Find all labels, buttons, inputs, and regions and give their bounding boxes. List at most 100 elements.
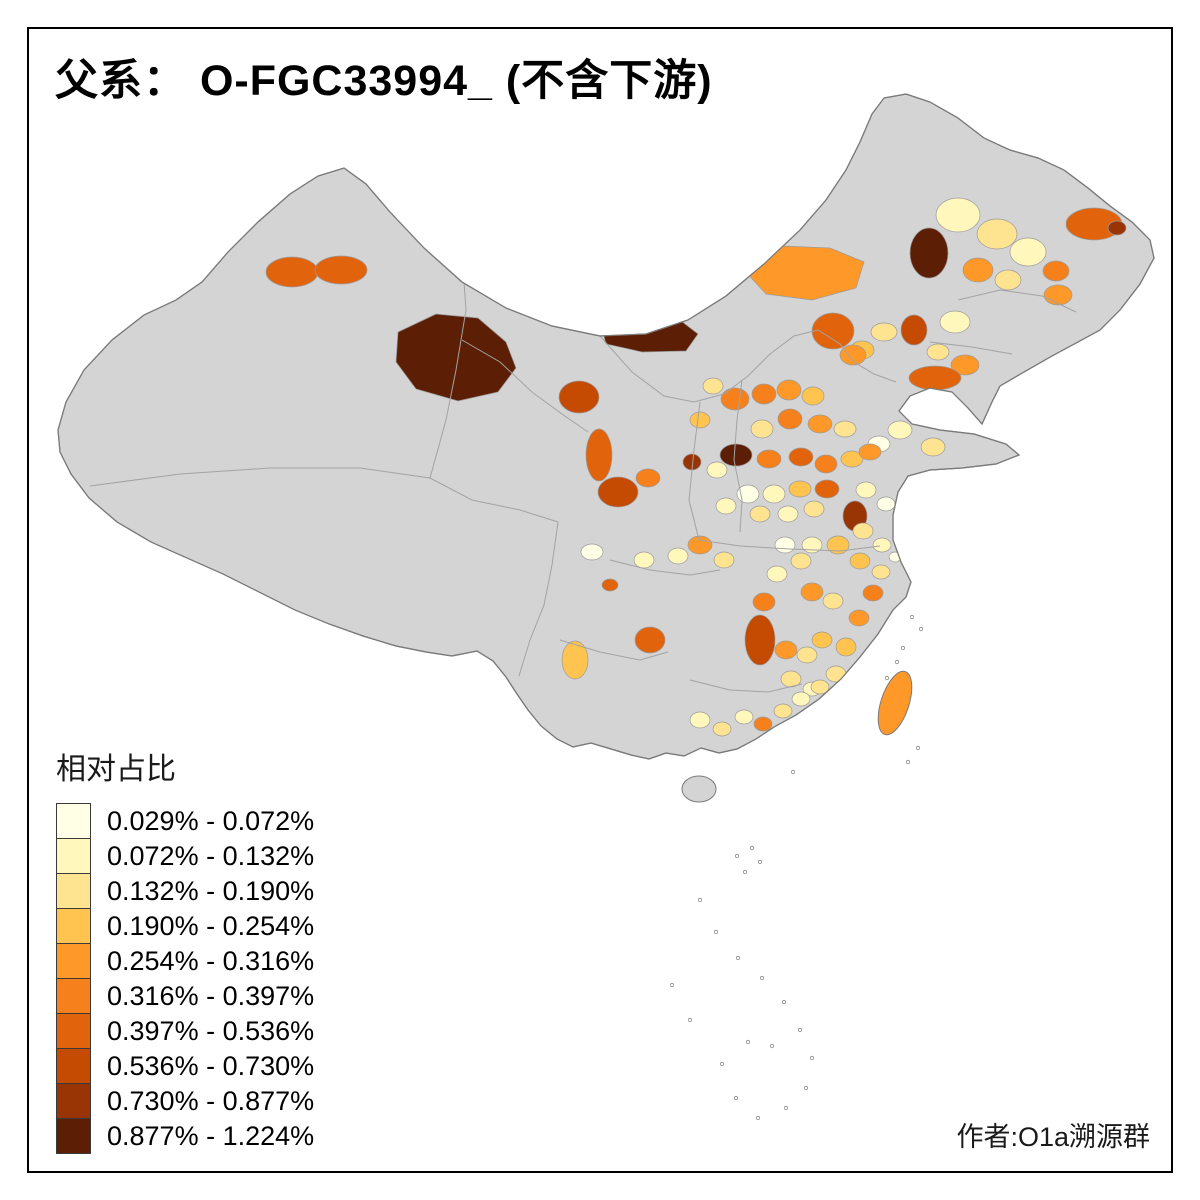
prefecture-region	[870, 322, 898, 342]
island-speck	[687, 1017, 693, 1023]
island-speck	[783, 1105, 789, 1111]
island-speck	[749, 845, 755, 851]
prefecture-region	[801, 536, 823, 554]
legend-item: 0.132% - 0.190%	[56, 873, 315, 909]
prefecture-region	[858, 443, 882, 461]
island-speck	[742, 869, 748, 875]
prefecture-region	[580, 543, 604, 561]
prefecture-region	[872, 537, 892, 553]
prefecture-region	[597, 476, 639, 508]
prefecture-region	[752, 592, 776, 612]
prefecture-region	[561, 640, 589, 680]
prefecture-region	[1009, 237, 1047, 267]
legend-item: 0.877% - 1.224%	[56, 1118, 315, 1154]
legend-label: 0.730% - 0.877%	[107, 1086, 315, 1116]
china-outline	[57, 93, 1155, 760]
legend-swatch	[56, 978, 91, 1014]
prefecture-region	[887, 420, 913, 440]
island-speck	[755, 1115, 761, 1121]
island-speck	[803, 1085, 809, 1091]
prefecture-region	[776, 379, 802, 401]
island-speck	[769, 1043, 775, 1049]
island-speck	[894, 659, 900, 665]
island-speck	[918, 626, 924, 632]
prefecture-region	[1107, 220, 1127, 236]
island-layer	[669, 614, 924, 1121]
island-speck	[905, 759, 911, 765]
island-speck	[884, 675, 890, 681]
island-speck	[719, 1061, 725, 1067]
prefecture-region	[976, 218, 1018, 250]
prefecture-region	[766, 565, 788, 583]
prefecture-region	[811, 631, 833, 649]
prefecture-region	[634, 626, 666, 654]
island-speck	[797, 1027, 803, 1033]
island-speck	[809, 1055, 815, 1061]
legend-swatch	[56, 943, 91, 979]
prefecture-region	[826, 535, 850, 555]
legend-swatch	[56, 908, 91, 944]
prefecture-region	[835, 637, 857, 657]
taiwan-island	[877, 670, 913, 736]
island-speck	[697, 897, 703, 903]
prefecture-region	[601, 578, 619, 592]
legend-swatch	[56, 803, 91, 839]
prefecture-region	[935, 197, 981, 233]
legend-label: 0.397% - 0.536%	[107, 1016, 315, 1046]
prefecture-region	[720, 387, 750, 411]
legend-item: 0.536% - 0.730%	[56, 1048, 314, 1084]
island-speck	[735, 955, 741, 961]
legend-label: 0.132% - 0.190%	[107, 876, 315, 906]
figure-border	[27, 27, 1173, 1173]
prefecture-region	[920, 437, 946, 457]
prefecture-region	[762, 484, 786, 504]
island-speck	[781, 999, 787, 1005]
legend-item: 0.029% - 0.072%	[56, 803, 315, 839]
prefecture-region	[810, 679, 830, 695]
island-speck	[733, 1095, 739, 1101]
prefecture-region	[839, 344, 867, 366]
legend-label: 0.190% - 0.254%	[107, 911, 315, 941]
prefecture-region	[706, 461, 728, 479]
legend-item: 0.316% - 0.397%	[56, 978, 314, 1014]
legend-label: 0.029% - 0.072%	[107, 806, 315, 836]
prefecture-region	[790, 552, 812, 570]
prefecture-region	[848, 609, 870, 627]
prefecture-region	[751, 383, 777, 405]
island-speck	[915, 745, 921, 751]
prefecture-region	[689, 411, 711, 429]
legend-swatch	[56, 1118, 91, 1154]
prefecture-region	[855, 481, 877, 499]
prefecture-region	[744, 614, 776, 666]
prefecture-region	[840, 450, 864, 468]
prefecture-region	[667, 547, 689, 565]
island-speck	[909, 614, 915, 620]
legend-item: 0.072% - 0.132%	[56, 838, 314, 874]
prefecture-region	[814, 479, 840, 499]
prefecture-region	[796, 646, 818, 664]
prefecture-region	[800, 582, 824, 602]
island-speck	[745, 1039, 751, 1045]
prefecture-region	[774, 640, 798, 660]
prefecture-region	[900, 314, 928, 346]
prefecture-region	[939, 310, 971, 334]
offshore-layer	[877, 670, 913, 736]
prefecture-region	[788, 447, 814, 467]
legend-label: 0.877% - 1.224%	[107, 1121, 315, 1151]
island-speck	[713, 929, 719, 935]
prefecture-region	[713, 551, 735, 569]
figure-title: 父系： O-FGC33994_ (不含下游)	[55, 57, 713, 105]
prefecture-region	[689, 711, 711, 729]
prefecture-region	[750, 419, 774, 439]
prefecture-region	[558, 380, 600, 414]
prefecture-region	[736, 484, 760, 504]
prefecture-region	[852, 522, 874, 540]
prefecture-region	[635, 468, 661, 488]
island-speck	[734, 853, 740, 859]
island-speck	[900, 645, 906, 651]
prefecture-region	[962, 257, 994, 283]
prefecture-region	[994, 269, 1022, 291]
prefecture-region	[734, 709, 754, 725]
legend-swatch	[56, 1048, 91, 1084]
